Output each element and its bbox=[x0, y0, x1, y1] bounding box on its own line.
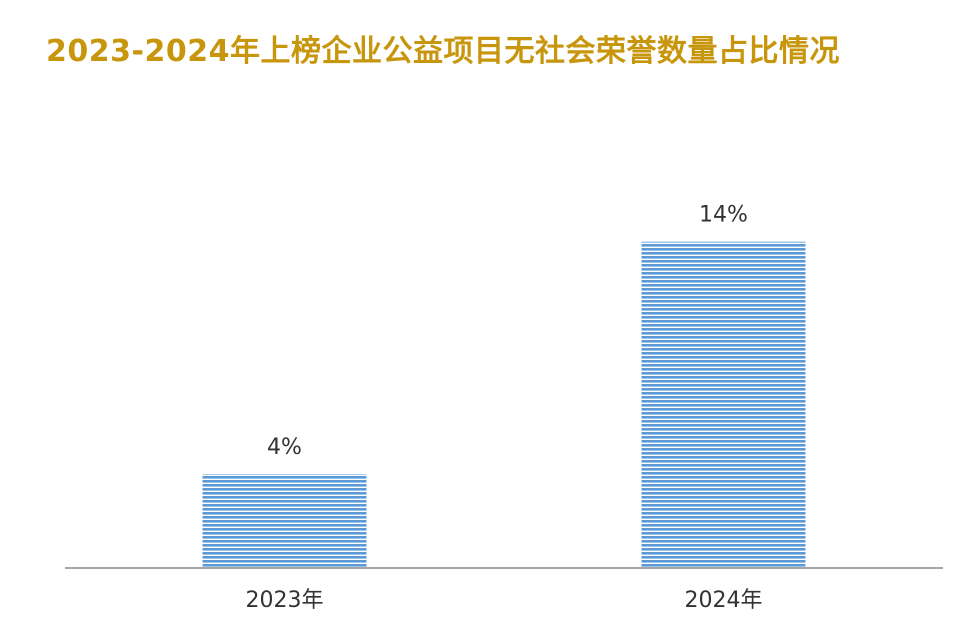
x-tick-label-0: 2023年 bbox=[246, 588, 324, 613]
bar-0 bbox=[202, 474, 367, 567]
bars-layer bbox=[202, 241, 806, 567]
bar-1 bbox=[641, 241, 806, 567]
data-label-0: 4% bbox=[267, 435, 302, 460]
x-tick-label-1: 2024年 bbox=[685, 588, 763, 613]
chart-title: 2023-2024年上榜企业公益项目无社会荣誉数量占比情况 bbox=[46, 34, 840, 69]
data-label-1: 14% bbox=[699, 203, 748, 228]
labels-layer: 4% 2023年 14% 2024年 bbox=[246, 203, 763, 613]
